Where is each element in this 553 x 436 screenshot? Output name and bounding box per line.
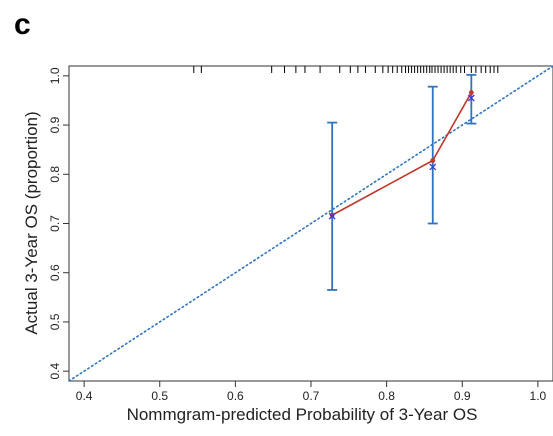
observed-x-markers bbox=[328, 94, 475, 220]
calibration-point bbox=[468, 90, 474, 95]
y-tick-label: 0.5 bbox=[48, 313, 62, 330]
calibration-point bbox=[430, 158, 436, 163]
reference-line bbox=[68, 65, 553, 382]
x-tick-label: 1.0 bbox=[530, 389, 547, 403]
reference-line-path bbox=[68, 65, 553, 382]
observed-x-marker bbox=[467, 94, 475, 102]
observed-x-marker bbox=[429, 163, 437, 171]
observed-x-marker bbox=[328, 212, 336, 220]
rug-marks bbox=[193, 66, 499, 73]
x-tick-label: 0.8 bbox=[378, 389, 395, 403]
x-tick-label: 0.4 bbox=[76, 389, 93, 403]
y-tick-label: 0.9 bbox=[48, 116, 62, 133]
panel-label: c bbox=[14, 8, 31, 41]
y-tick-label: 0.8 bbox=[48, 166, 62, 183]
error-bars bbox=[327, 73, 477, 291]
y-tick-label: 0.7 bbox=[48, 215, 62, 232]
y-axis-title: Actual 3-Year OS (proportion) bbox=[22, 111, 41, 334]
x-tick-label: 0.9 bbox=[454, 389, 471, 403]
x-tick-label: 0.5 bbox=[151, 389, 168, 403]
x-tick-label: 0.6 bbox=[227, 389, 244, 403]
x-axis: 0.4 0.5 0.6 0.7 0.8 0.9 1.0 bbox=[76, 381, 547, 403]
calibration-line bbox=[329, 90, 474, 218]
x-tick-label: 0.7 bbox=[303, 389, 320, 403]
y-tick-label: 0.4 bbox=[48, 362, 62, 379]
y-tick-label: 1.0 bbox=[48, 67, 62, 84]
x-axis-title: Nommgram-predicted Probability of 3-Year… bbox=[127, 405, 478, 424]
y-axis: 0.4 0.5 0.6 0.7 0.8 0.9 1.0 bbox=[48, 67, 69, 380]
y-tick-label: 0.6 bbox=[48, 264, 62, 281]
calibration-point bbox=[329, 212, 335, 218]
